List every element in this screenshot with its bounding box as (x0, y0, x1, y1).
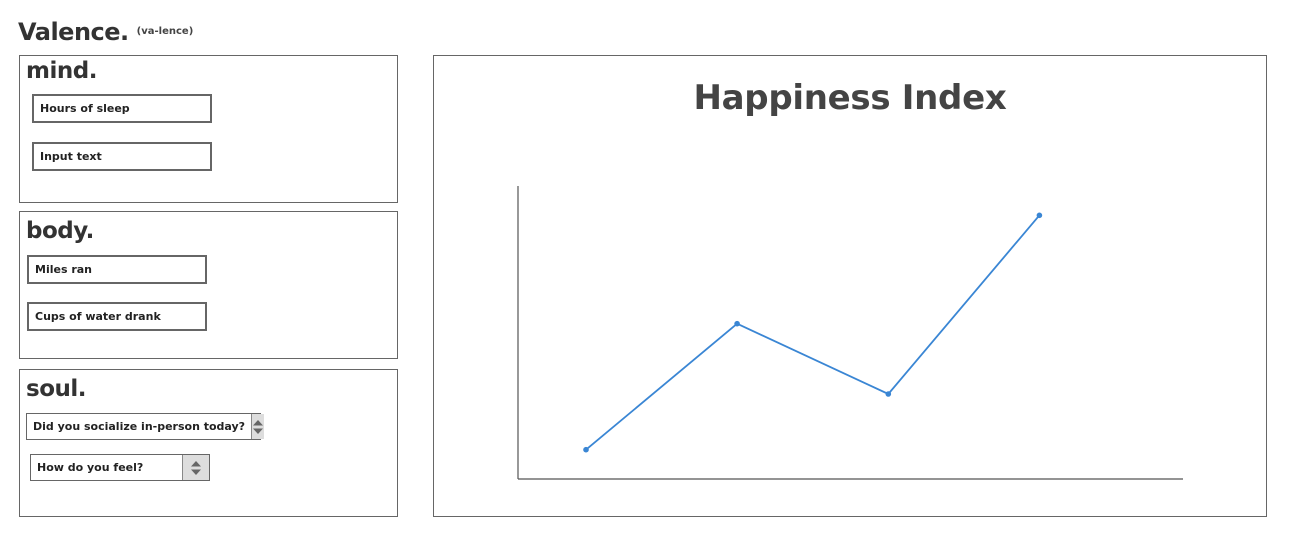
app-name: Valence. (18, 18, 129, 46)
socialize-select-value: Did you socialize in-person today? (33, 420, 246, 433)
app-title: Valence. (va-lence) (18, 18, 193, 48)
body-panel-title: body. (26, 218, 94, 244)
data-point-3 (885, 391, 892, 397)
soul-panel: soul. Did you socialize in-person today?… (19, 369, 398, 517)
up-down-arrows-icon (182, 455, 209, 480)
data-point-1 (583, 446, 589, 453)
cups-of-water-input[interactable] (27, 302, 207, 331)
mind-panel: mind. (19, 55, 398, 203)
body-panel: body. (19, 211, 398, 359)
app-pronunciation: (va-lence) (136, 26, 194, 37)
chart-title: Happiness Index (693, 78, 1007, 118)
happiness-series-line (585, 214, 1041, 451)
mind-text-input[interactable] (32, 142, 212, 171)
data-point-4 (1036, 212, 1043, 219)
up-down-arrows-icon (251, 414, 265, 439)
miles-ran-input[interactable] (27, 255, 207, 284)
hours-of-sleep-input[interactable] (32, 94, 212, 123)
feel-select-value: How do you feel? (37, 461, 144, 474)
soul-panel-title: soul. (26, 376, 87, 402)
happiness-line-chart (517, 186, 1183, 480)
socialize-select[interactable]: Did you socialize in-person today? (26, 413, 265, 440)
happiness-chart-panel: Happiness Index (433, 55, 1267, 517)
data-point-2 (734, 320, 740, 327)
feel-select[interactable]: How do you feel? (30, 454, 210, 481)
mind-panel-title: mind. (26, 58, 97, 84)
